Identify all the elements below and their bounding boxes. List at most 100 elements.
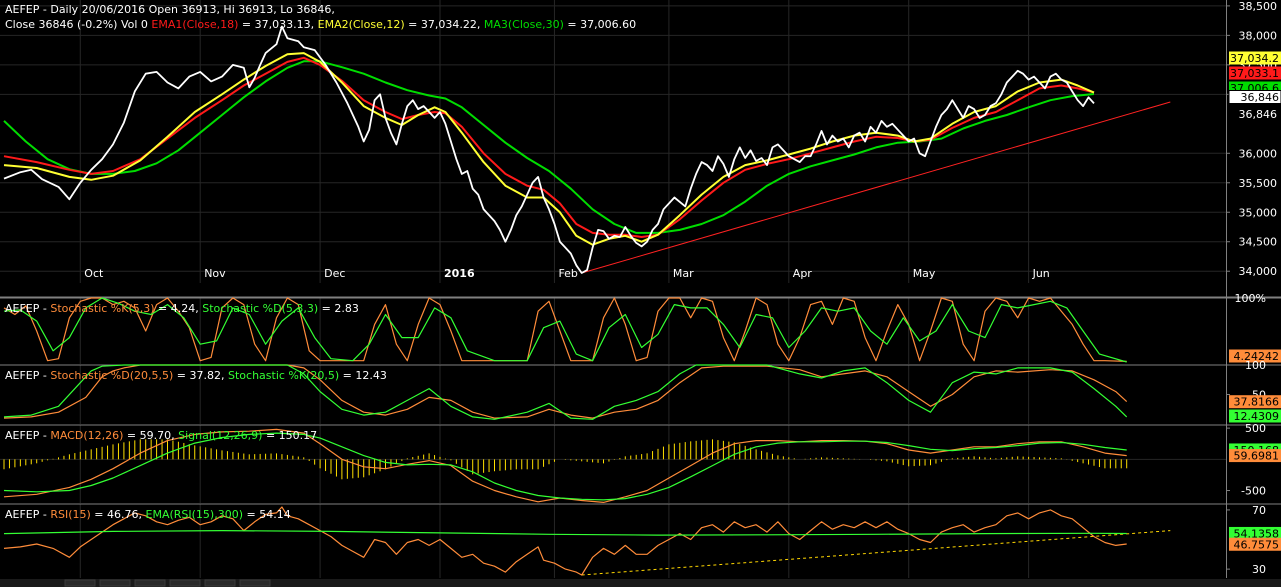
stoch2-k-line: [3, 364, 1128, 420]
price-header-ma3-value: = 37,006.60: [564, 18, 636, 31]
price-value-tag-0: 37,034.2: [1229, 51, 1281, 65]
rsi-header: AEFEP - RSI(15) = 46.76, EMA(RSI(15),300…: [5, 508, 291, 521]
price-value-tag-3-box: [1228, 90, 1281, 104]
macd-value-tag-1: 59.6981: [1229, 449, 1281, 463]
price-value-tag-0-box: [1229, 51, 1281, 65]
rsi-value-tag-0-box: [1229, 526, 1281, 540]
price-tick-label: 38,000: [1239, 29, 1278, 42]
x-tick-label-may: May: [913, 267, 936, 280]
rsi-header-series1: RSI(15): [50, 508, 90, 521]
stoch1-tick-label: 100%: [1235, 292, 1266, 305]
macd-value-tag-1-box: [1229, 449, 1281, 463]
x-tick-label-jun: Jun: [1032, 267, 1050, 280]
x-tick-label-oct: Oct: [84, 267, 104, 280]
close-line: [3, 25, 1095, 274]
scrollbar-segment[interactable]: [64, 579, 96, 587]
stoch2-header: AEFEP - Stochastic %D(20,5,5) = 37.82, S…: [5, 369, 387, 382]
stoch1-header-series2: Stochastic %D(5,3,3): [202, 302, 318, 315]
price-tick-label: 34,500: [1239, 236, 1278, 249]
trendline: [581, 101, 1171, 274]
rsi-value-tag-0-text: 54.1358: [1234, 527, 1280, 540]
price-last-value-axis-label: 36,846: [1239, 108, 1278, 121]
stoch2-value-tag-0-box: [1229, 395, 1281, 409]
rsi-value-tag-1-box: [1229, 537, 1281, 551]
scrollbar-segment[interactable]: [99, 579, 131, 587]
stoch1-d-line: [3, 297, 1127, 363]
stoch1-header-series1: Stochastic %K(5,3): [50, 302, 154, 315]
rsi-value-tag-1: 46.7575: [1229, 537, 1281, 551]
stoch1-value-tag-0-text: 4.24242: [1234, 350, 1280, 363]
price-value-tag-0-text: 37,034.2: [1230, 52, 1279, 65]
price-header-ema1-value: = 37,033.13,: [238, 18, 314, 31]
price-tick-label: 38,500: [1239, 0, 1278, 13]
scrollbar-segment[interactable]: [239, 579, 271, 587]
macd-header: AEFEP - MACD(12,26) = 59.70, Signal(12,2…: [5, 429, 317, 442]
scrollbar-track[interactable]: [0, 579, 1281, 587]
price-header-ema2-value: = 37,034.22,: [405, 18, 481, 31]
stoch2-header-series2-value: = 12.43: [339, 369, 387, 382]
scrollbar-segment[interactable]: [169, 579, 201, 587]
stoch1-header-series2-value: = 2.83: [318, 302, 359, 315]
price-header-ema1: EMA1(Close,18): [151, 18, 238, 31]
price-tick-label: 35,000: [1239, 206, 1278, 219]
price-value-tag-1: 37,033.1: [1229, 66, 1281, 80]
price-header-ema2: EMA2(Close,12): [318, 18, 405, 31]
ema12-line: [3, 52, 1095, 246]
rsi-ema-line: [3, 529, 1127, 536]
stoch2-header-series1-value: = 37.82,: [173, 369, 228, 382]
macd-header-series2-value: = 150.17: [262, 429, 317, 442]
price-value-tag-3: 36,846: [1228, 90, 1281, 104]
macd-header-series1: MACD(12,26): [50, 429, 123, 442]
price-tick-label: 34,000: [1239, 265, 1278, 278]
macd-tick-label: 500: [1245, 422, 1266, 435]
stoch1-value-tag-0-box: [1229, 349, 1281, 363]
x-tick-label-nov: Nov: [204, 267, 226, 280]
price-value-tag-1-box: [1229, 66, 1281, 80]
price-tick-label: 36,000: [1239, 147, 1278, 160]
price-tick-label: 35,500: [1239, 177, 1278, 190]
stoch2-header-prefix: AEFEP -: [5, 369, 50, 382]
scrollbar-segment[interactable]: [134, 579, 166, 587]
rsi-tick-label: 30: [1252, 563, 1266, 576]
stoch2-value-tag-1-text: 12.4309: [1234, 410, 1280, 423]
x-tick-label-mar: Mar: [673, 267, 694, 280]
rsi-header-series1-value: = 46.76,: [91, 508, 146, 521]
price-header-line2-prefix: Close 36846 (-0.2%) Vol 0: [5, 18, 148, 31]
x-tick-label-apr: Apr: [793, 267, 813, 280]
scrollbar-segment[interactable]: [204, 579, 236, 587]
macd-header-series1-value: = 59.70,: [123, 429, 178, 442]
rsi-value-tag-0: 54.1358: [1229, 526, 1281, 540]
rsi-tick-label: 70: [1252, 504, 1266, 517]
price-header-line1: AEFEP - Daily 20/06/2016 Open 36913, Hi …: [5, 3, 335, 16]
price-header-ma3: MA3(Close,30): [484, 18, 564, 31]
macd-signal-line: [3, 432, 1127, 501]
stoch2-value-tag-1: 12.4309: [1229, 409, 1281, 423]
price-header-line2: Close 36846 (-0.2%) Vol 0 EMA1(Close,18)…: [5, 18, 636, 31]
stoch2-value-tag-0-text: 37.8166: [1234, 396, 1280, 409]
stoch1-header-series1-value: = 4.24,: [155, 302, 203, 315]
x-tick-label-feb: Feb: [558, 267, 577, 280]
rsi-trendline: [581, 530, 1171, 576]
stoch2-value-tag-1-box: [1229, 409, 1281, 423]
stoch1-value-tag-0: 4.24242: [1229, 349, 1281, 363]
stoch1-header-prefix: AEFEP -: [5, 302, 50, 315]
x-tick-label-dec: Dec: [324, 267, 345, 280]
price-value-tag-3-text: 36,846: [1241, 91, 1280, 104]
stoch2-tick-label: 100: [1245, 359, 1266, 372]
stoch2-header-series2: Stochastic %K(20,5): [228, 369, 339, 382]
rsi-header-prefix: AEFEP -: [5, 508, 50, 521]
rsi-value-tag-1-text: 46.7575: [1234, 538, 1280, 551]
macd-header-prefix: AEFEP -: [5, 429, 50, 442]
stoch1-header: AEFEP - Stochastic %K(5,3) = 4.24, Stoch…: [5, 302, 359, 315]
macd-value-tag-1-text: 59.6981: [1234, 450, 1280, 463]
macd-tick-label: -500: [1241, 485, 1266, 498]
price-value-tag-1-text: 37,033.1: [1230, 67, 1279, 80]
rsi-header-series2-value: = 54.14: [243, 508, 291, 521]
macd-header-series2: Signal(12,26,9): [178, 429, 262, 442]
stoch2-header-series1: Stochastic %D(20,5,5): [50, 369, 173, 382]
x-tick-label-2016: 2016: [444, 267, 475, 280]
rsi-header-series2: EMA(RSI(15),300): [146, 508, 244, 521]
stoch2-value-tag-0: 37.8166: [1229, 395, 1281, 409]
